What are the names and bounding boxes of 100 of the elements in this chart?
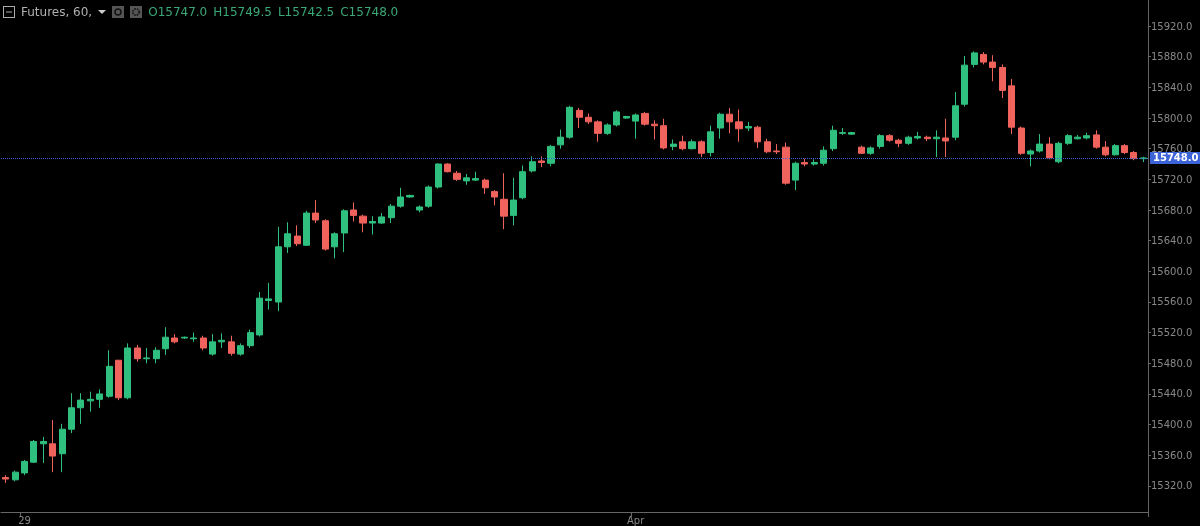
candlestick	[1121, 143, 1128, 155]
candlestick	[745, 121, 752, 132]
candlestick	[566, 105, 573, 140]
candlestick	[651, 119, 658, 140]
candlestick	[519, 165, 526, 200]
y-tick-label: 15760.0	[1151, 143, 1193, 155]
candlestick	[613, 109, 620, 127]
candlestick	[735, 109, 743, 143]
candlestick	[510, 177, 517, 226]
candlestick	[632, 112, 639, 140]
candlestick	[914, 131, 921, 140]
annotation: C15748.0	[340, 5, 399, 19]
candlestick	[1112, 143, 1119, 157]
candlestick	[275, 226, 282, 312]
y-tick-label: 15800.0	[1151, 112, 1193, 124]
candlestick	[952, 91, 959, 141]
y-tick-label: 15840.0	[1151, 81, 1193, 93]
candlestick	[312, 199, 319, 224]
candlestick	[801, 158, 808, 167]
y-tick-label: 15640.0	[1151, 235, 1193, 247]
candlestick	[1008, 78, 1015, 135]
annotation: H15749.5	[213, 5, 272, 19]
candlestick	[877, 133, 884, 150]
candlestick	[162, 326, 169, 356]
candlestick	[341, 208, 348, 253]
candlestick	[425, 184, 432, 209]
candlestick	[707, 125, 714, 157]
candlestick	[40, 436, 47, 464]
candlestick	[228, 335, 235, 357]
candlestick	[1027, 148, 1034, 167]
candlestick	[1018, 125, 1025, 156]
candlestick	[688, 139, 696, 150]
candlestick	[989, 54, 996, 82]
candlestick	[1102, 140, 1109, 157]
candlestick	[679, 135, 686, 151]
y-tick-label: 15520.0	[1151, 327, 1193, 339]
candlestick	[933, 129, 940, 158]
candlestick	[284, 221, 291, 254]
candlestick	[209, 333, 216, 357]
candlestick	[256, 291, 263, 337]
candlestick	[1036, 133, 1043, 154]
candlestick	[369, 215, 376, 236]
candlestick	[303, 210, 310, 247]
candlestick	[397, 187, 404, 209]
candlestick	[247, 329, 254, 349]
candlestick	[491, 189, 498, 206]
candlestick	[604, 122, 611, 136]
candlestick	[886, 133, 893, 143]
candlestick	[388, 203, 395, 224]
annotation: L15742.5	[277, 5, 335, 19]
candlestick	[1065, 133, 1072, 146]
candlestick	[820, 145, 827, 167]
candlestick	[359, 214, 367, 233]
candlestick	[153, 346, 160, 364]
candlestick	[848, 131, 855, 136]
candlestick	[265, 282, 272, 311]
candlestick	[453, 170, 461, 182]
candlestick	[444, 162, 451, 173]
annotation: O15747.0	[148, 5, 208, 19]
candlestick	[773, 143, 780, 155]
y-tick-label: 15720.0	[1151, 173, 1193, 185]
candlestick	[190, 332, 197, 343]
candlestick	[961, 55, 968, 108]
candlestick	[12, 470, 19, 482]
candlestick	[124, 342, 131, 400]
candlestick	[576, 107, 583, 129]
candlestick	[2, 474, 9, 484]
candlestick	[115, 359, 122, 401]
candlestick	[905, 135, 912, 146]
candlestick	[59, 423, 66, 473]
candlestick	[792, 161, 799, 191]
candlestick	[726, 107, 733, 134]
candlestick	[754, 125, 761, 149]
y-tick-label: 15440.0	[1151, 388, 1193, 400]
candlestick	[482, 178, 489, 195]
candlestick	[585, 112, 592, 125]
candlestick	[717, 112, 724, 140]
candlestick	[1083, 132, 1090, 140]
y-tick-label: 15880.0	[1151, 51, 1193, 63]
candlestick	[143, 347, 150, 364]
candlestick	[200, 335, 207, 351]
candlestick	[830, 125, 837, 152]
candlestick	[660, 118, 667, 150]
candlestick	[867, 145, 874, 156]
candlestick	[1055, 141, 1062, 164]
candlestick	[858, 145, 865, 155]
candlestick	[171, 333, 178, 344]
candlestick	[350, 201, 357, 223]
y-tick-label: 15480.0	[1151, 357, 1193, 369]
candlestick	[999, 63, 1006, 99]
candlestick	[538, 155, 545, 168]
candlestick	[30, 439, 37, 464]
candlestick	[782, 142, 790, 186]
candlestick	[670, 139, 677, 151]
candlestick	[547, 144, 555, 167]
candlestick	[1093, 129, 1100, 150]
candlestick	[21, 459, 28, 476]
candlestick	[942, 118, 949, 158]
y-tick-label: 15600.0	[1151, 265, 1193, 277]
candlestick	[49, 419, 56, 473]
